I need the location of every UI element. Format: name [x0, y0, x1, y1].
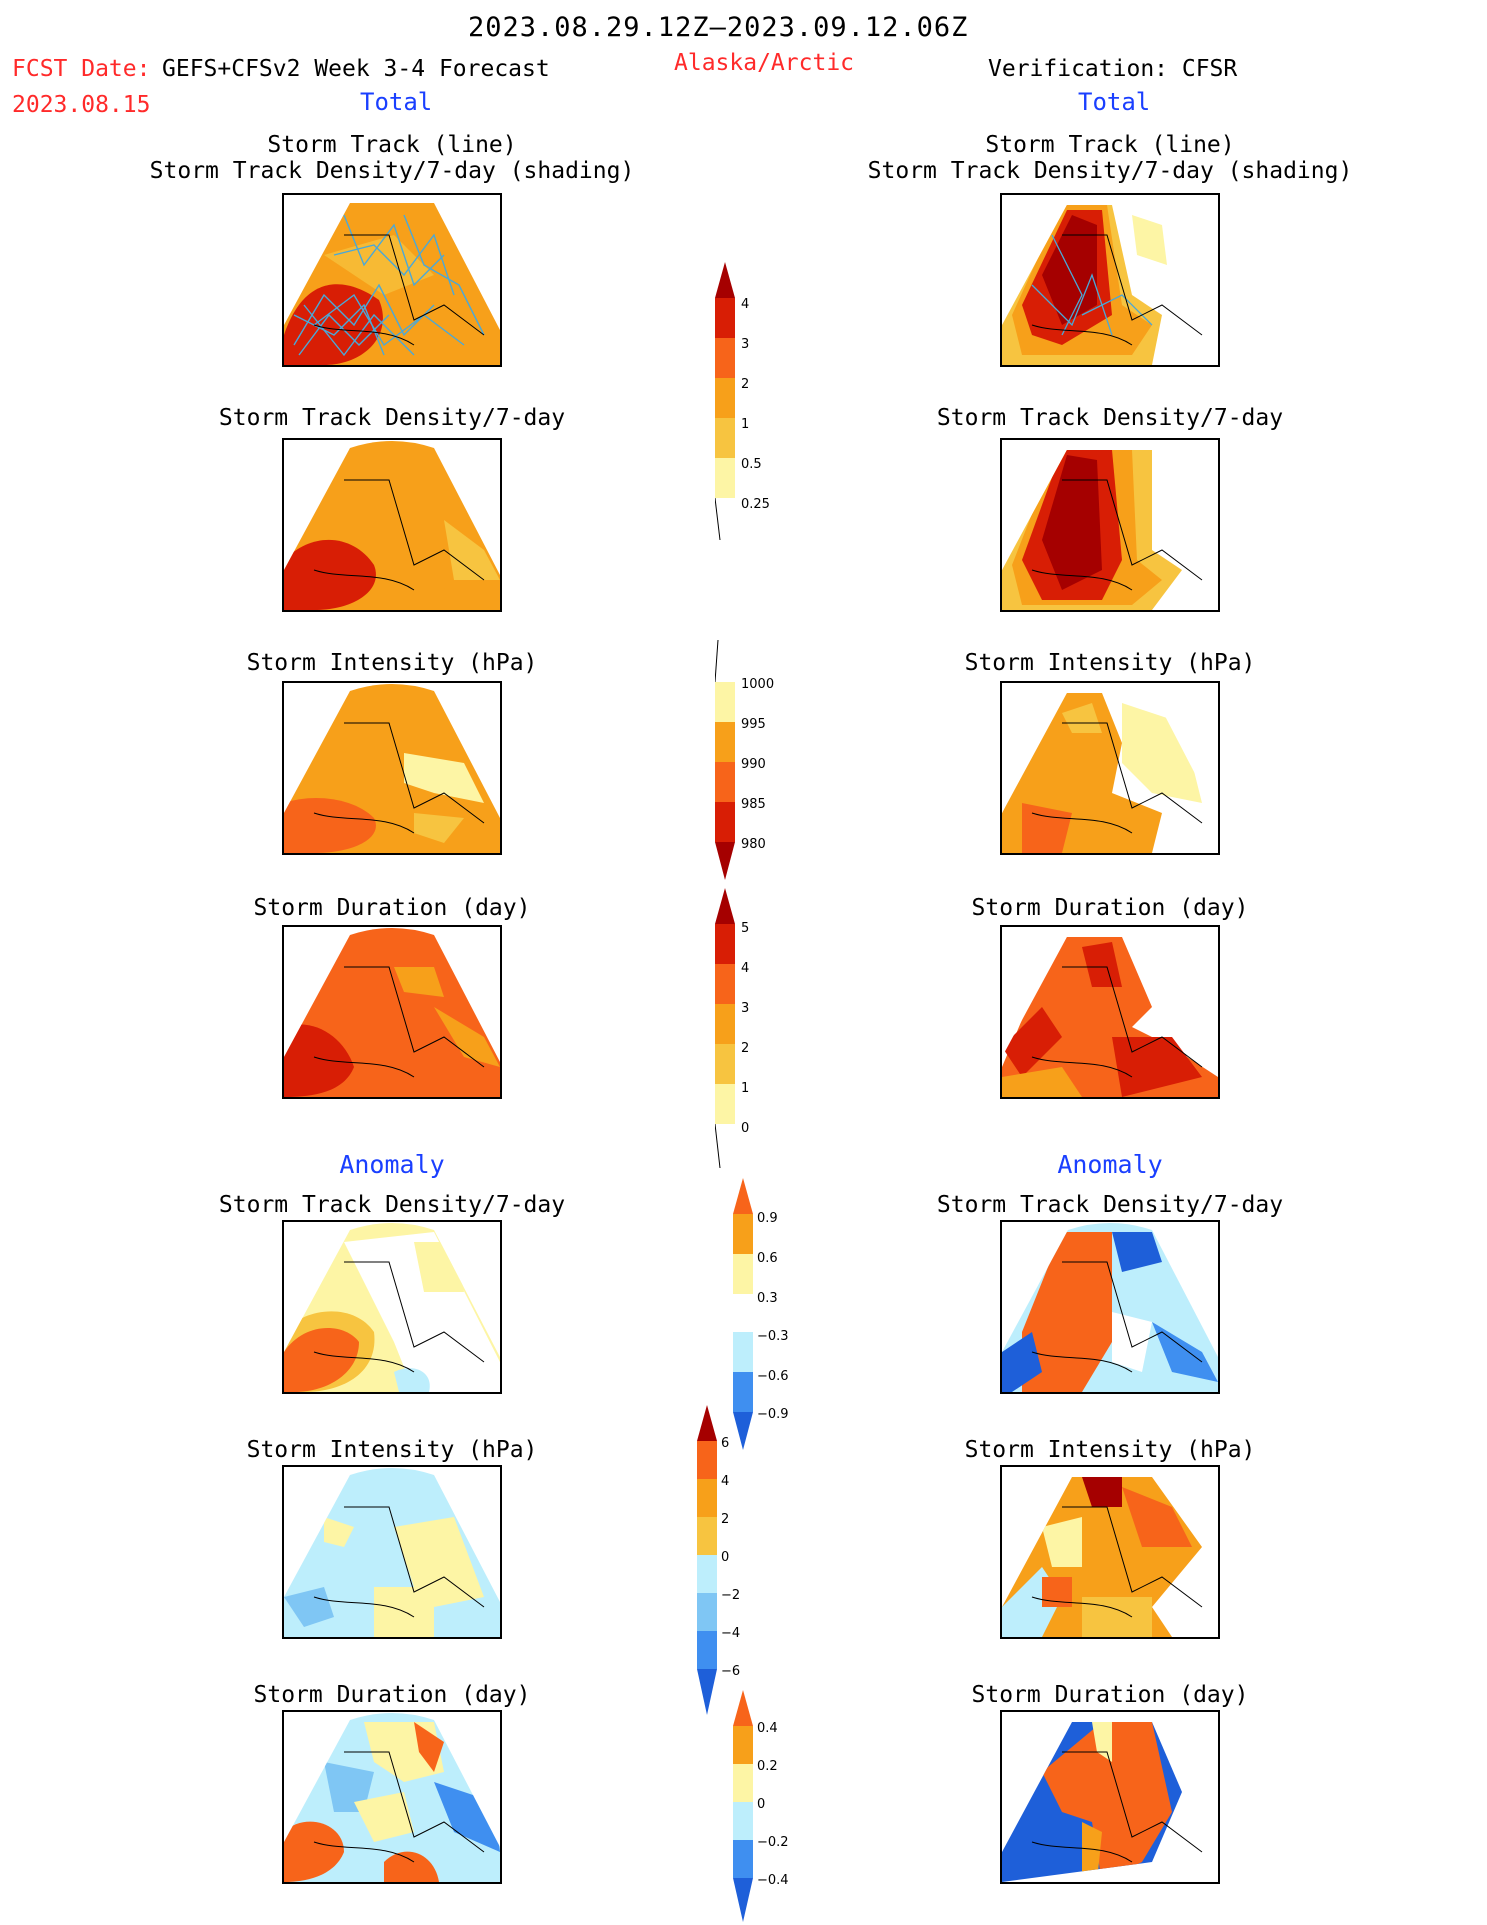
- cbar-intensity-tick-985: 985: [741, 797, 766, 812]
- cbar-ianom-tick-0: 0: [721, 1550, 729, 1565]
- cbar-duration-tick-4: 4: [741, 961, 749, 976]
- colorbar-duration-anomaly: 0.4 0.2 0 −0.2 −0.4: [733, 1690, 789, 1922]
- left-title-anom-density: Storm Track Density/7-day: [218, 1192, 566, 1218]
- cbar-danom-tick-06: 0.6: [757, 1251, 778, 1266]
- cbar-danom-tick-m03: −0.3: [757, 1329, 789, 1344]
- right-title-duration: Storm Duration (day): [971, 895, 1249, 921]
- cbar-density-tick-2: 2: [741, 377, 749, 392]
- cbar-ianom-tick-m4: −4: [721, 1626, 740, 1641]
- right-title-track-line: Storm Track (line): [985, 132, 1235, 158]
- cbar-intensity-tick-990: 990: [741, 757, 766, 772]
- left-title-intensity: Storm Intensity (hPa): [246, 650, 538, 676]
- map-fcst-intensity-anomaly: [282, 1465, 502, 1639]
- right-anomaly-label: Anomaly: [1057, 1150, 1163, 1179]
- cbar-density-tick-4: 4: [741, 297, 749, 312]
- cbar-duration-tick-2: 2: [741, 1041, 749, 1056]
- right-title-anom-intensity: Storm Intensity (hPa): [964, 1437, 1256, 1463]
- cbar-duranom-tick-04: 0.4: [757, 1721, 778, 1736]
- left-total-label: Total: [360, 88, 433, 116]
- cbar-ianom-tick-m2: −2: [721, 1588, 740, 1603]
- map-cfsr-density-anomaly: [1000, 1220, 1220, 1394]
- fcst-date-value: 2023.08.15: [12, 92, 151, 118]
- map-cfsr-track: [1000, 193, 1220, 367]
- cbar-danom-tick-m06: −0.6: [757, 1369, 789, 1384]
- left-title-track-density: Storm Track Density/7-day: [218, 405, 566, 431]
- map-cfsr-intensity: [1000, 681, 1220, 855]
- cbar-danom-tick-m09: −0.9: [757, 1407, 789, 1422]
- right-title-track-density-shading: Storm Track Density/7-day (shading): [867, 158, 1353, 184]
- left-anomaly-label: Anomaly: [339, 1150, 445, 1179]
- cbar-density-tick-1: 1: [741, 417, 749, 432]
- cbar-intensity-tick-995: 995: [741, 717, 766, 732]
- map-cfsr-intensity-anomaly: [1000, 1465, 1220, 1639]
- colorbar-density-anomaly: 0.9 0.6 0.3 −0.3 −0.6 −0.9: [733, 1178, 789, 1450]
- cbar-ianom-tick-6: 6: [721, 1436, 729, 1451]
- cbar-density-tick-3: 3: [741, 337, 749, 352]
- cbar-ianom-tick-2: 2: [721, 1512, 729, 1527]
- cbar-duration-tick-5: 5: [741, 921, 749, 936]
- period-title: 2023.08.29.12Z–2023.09.12.06Z: [468, 12, 969, 43]
- map-fcst-density-anomaly: [282, 1220, 502, 1394]
- left-title-duration: Storm Duration (day): [253, 895, 531, 921]
- left-title-track-density-shading: Storm Track Density/7-day (shading): [149, 158, 635, 184]
- right-title-anom-density: Storm Track Density/7-day: [936, 1192, 1284, 1218]
- map-cfsr-density: [1000, 438, 1220, 612]
- cbar-intensity-tick-1000: 1000: [741, 677, 774, 692]
- cbar-danom-tick-03: 0.3: [757, 1291, 778, 1306]
- cbar-danom-tick-09: 0.9: [757, 1211, 778, 1226]
- cbar-ianom-tick-m6: −6: [721, 1664, 740, 1679]
- fcst-model: GEFS+CFSv2 Week 3-4 Forecast: [162, 56, 550, 82]
- cbar-duranom-tick-02: 0.2: [757, 1759, 778, 1774]
- map-cfsr-duration: [1000, 925, 1220, 1099]
- region-label: Alaska/Arctic: [674, 50, 855, 76]
- fcst-date-label: FCST Date:: [12, 56, 151, 82]
- map-fcst-track: [282, 193, 502, 367]
- cbar-duration-tick-0: 0: [741, 1121, 749, 1136]
- cbar-duranom-tick-0: 0: [757, 1797, 765, 1812]
- map-fcst-density: [282, 438, 502, 612]
- colorbar-intensity-anomaly: 6 4 2 0 −2 −4 −6: [697, 1405, 740, 1715]
- cbar-duration-tick-1: 1: [741, 1081, 749, 1096]
- left-title-track-line: Storm Track (line): [267, 132, 517, 158]
- cbar-density-tick-05: 0.5: [741, 457, 762, 472]
- cbar-duration-tick-3: 3: [741, 1001, 749, 1016]
- cbar-intensity-tick-980: 980: [741, 837, 766, 852]
- left-title-anom-duration: Storm Duration (day): [253, 1682, 531, 1708]
- cbar-duranom-tick-m02: −0.2: [757, 1835, 789, 1850]
- colorbar-duration: 5 4 3 2 1 0: [715, 888, 749, 1169]
- right-title-intensity: Storm Intensity (hPa): [964, 650, 1256, 676]
- left-title-anom-intensity: Storm Intensity (hPa): [246, 1437, 538, 1463]
- map-cfsr-duration-anomaly: [1000, 1710, 1220, 1884]
- cbar-ianom-tick-4: 4: [721, 1474, 729, 1489]
- colorbar-intensity: 1000 995 990 985 980: [715, 640, 774, 880]
- map-fcst-duration: [282, 925, 502, 1099]
- right-title-track-density: Storm Track Density/7-day: [936, 405, 1284, 431]
- map-fcst-duration-anomaly: [282, 1710, 502, 1884]
- right-total-label: Total: [1078, 88, 1151, 116]
- right-title-anom-duration: Storm Duration (day): [971, 1682, 1249, 1708]
- cbar-density-tick-025: 0.25: [741, 497, 770, 512]
- cbar-duranom-tick-m04: −0.4: [757, 1873, 789, 1888]
- map-fcst-intensity: [282, 681, 502, 855]
- verification-label: Verification: CFSR: [988, 56, 1238, 82]
- colorbar-density: 4 3 2 1 0.5 0.25: [715, 262, 770, 541]
